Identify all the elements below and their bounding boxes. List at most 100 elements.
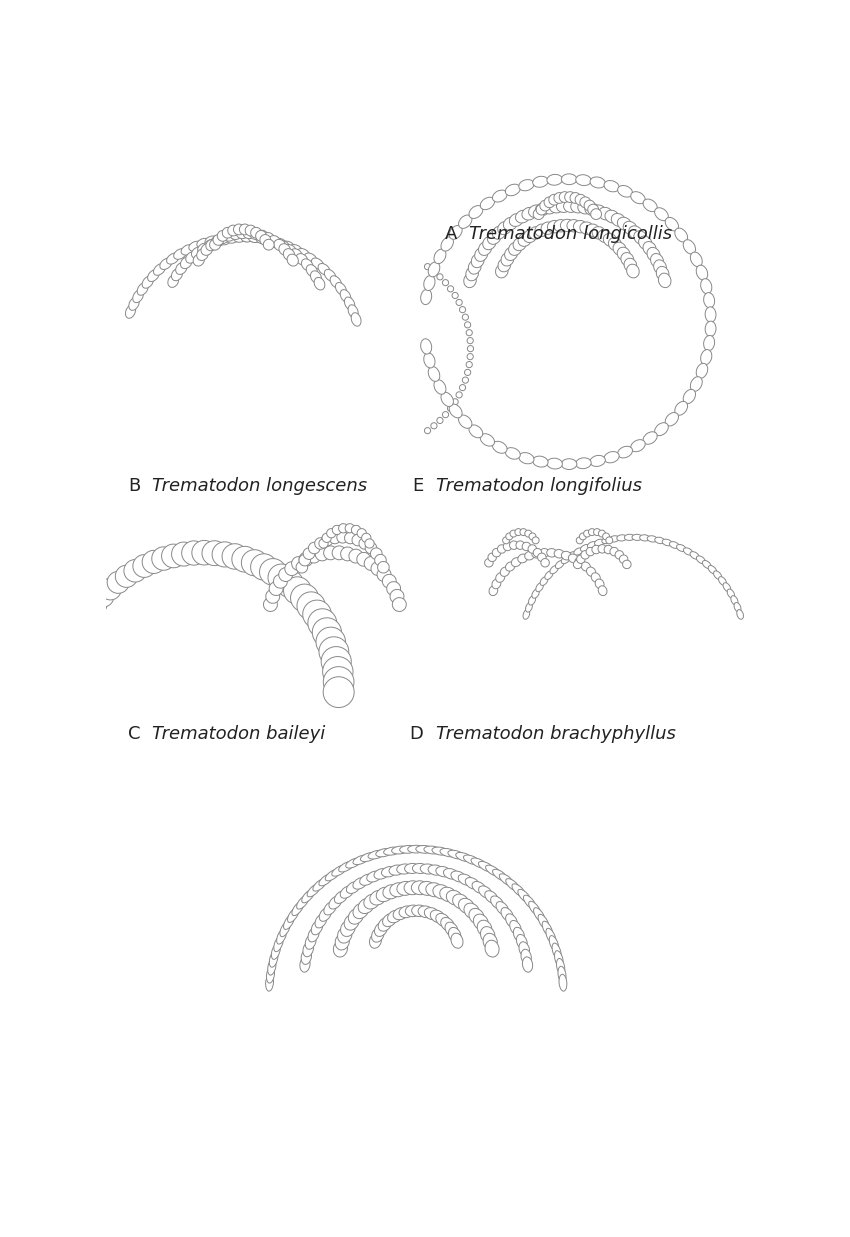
Ellipse shape [368,850,384,858]
Ellipse shape [625,534,634,541]
Ellipse shape [439,887,456,902]
Ellipse shape [418,905,434,918]
Ellipse shape [473,914,489,930]
Ellipse shape [263,235,276,246]
Ellipse shape [232,547,258,571]
Ellipse shape [542,922,552,936]
Ellipse shape [390,590,404,604]
Ellipse shape [292,557,305,570]
Ellipse shape [303,548,314,559]
Ellipse shape [447,286,454,292]
Ellipse shape [576,537,583,544]
Ellipse shape [213,235,224,245]
Ellipse shape [502,537,510,544]
Ellipse shape [535,224,548,236]
Ellipse shape [524,531,532,537]
Ellipse shape [575,194,586,205]
Ellipse shape [533,177,548,187]
Ellipse shape [458,898,474,914]
Ellipse shape [567,220,581,231]
Ellipse shape [592,205,606,218]
Ellipse shape [499,873,513,886]
Ellipse shape [683,548,693,555]
Ellipse shape [666,412,678,426]
Ellipse shape [560,219,575,231]
Ellipse shape [492,548,501,557]
Ellipse shape [437,273,443,280]
Ellipse shape [281,241,295,251]
Ellipse shape [452,398,458,404]
Ellipse shape [424,276,435,291]
Ellipse shape [659,273,671,288]
Ellipse shape [518,453,534,464]
Ellipse shape [713,571,722,579]
Ellipse shape [436,913,450,927]
Ellipse shape [335,933,349,950]
Ellipse shape [498,221,512,235]
Ellipse shape [564,192,575,203]
Ellipse shape [230,233,245,241]
Ellipse shape [256,230,266,241]
Ellipse shape [524,552,535,560]
Ellipse shape [618,447,632,458]
Ellipse shape [465,877,479,889]
Ellipse shape [525,602,532,612]
Ellipse shape [592,573,600,583]
Ellipse shape [416,845,433,854]
Ellipse shape [411,905,428,917]
Ellipse shape [626,265,639,278]
Ellipse shape [180,257,192,268]
Ellipse shape [316,627,345,657]
Ellipse shape [222,233,235,242]
Ellipse shape [329,896,342,909]
Ellipse shape [228,225,239,236]
Ellipse shape [479,886,492,898]
Ellipse shape [162,544,185,568]
Ellipse shape [428,865,444,876]
Ellipse shape [541,559,549,567]
Ellipse shape [696,364,708,379]
Ellipse shape [718,576,727,585]
Ellipse shape [536,203,550,215]
Ellipse shape [348,304,358,318]
Ellipse shape [487,231,501,245]
Ellipse shape [554,951,564,967]
Ellipse shape [575,458,592,469]
Ellipse shape [321,647,351,677]
Ellipse shape [419,882,436,896]
Ellipse shape [314,538,326,549]
Ellipse shape [319,637,348,667]
Ellipse shape [706,307,716,322]
Ellipse shape [263,233,275,244]
Ellipse shape [206,239,218,251]
Ellipse shape [532,589,539,599]
Ellipse shape [522,542,530,550]
Ellipse shape [580,533,586,539]
Ellipse shape [533,209,544,219]
Ellipse shape [332,546,346,560]
Ellipse shape [80,602,101,623]
Ellipse shape [440,849,456,857]
Ellipse shape [364,557,378,570]
Ellipse shape [309,542,320,554]
Ellipse shape [99,578,122,600]
Ellipse shape [133,289,144,303]
Ellipse shape [301,949,311,965]
Ellipse shape [501,908,513,922]
Ellipse shape [424,908,439,920]
Ellipse shape [576,555,585,563]
Ellipse shape [591,209,602,219]
Ellipse shape [643,241,656,255]
Ellipse shape [604,546,613,554]
Ellipse shape [382,884,399,899]
Ellipse shape [285,562,298,575]
Ellipse shape [269,581,283,595]
Ellipse shape [222,544,247,569]
Ellipse shape [374,868,389,880]
Ellipse shape [452,894,468,909]
Ellipse shape [675,401,688,416]
Ellipse shape [517,934,527,949]
Ellipse shape [728,589,734,599]
Ellipse shape [479,241,492,255]
Ellipse shape [610,547,619,555]
